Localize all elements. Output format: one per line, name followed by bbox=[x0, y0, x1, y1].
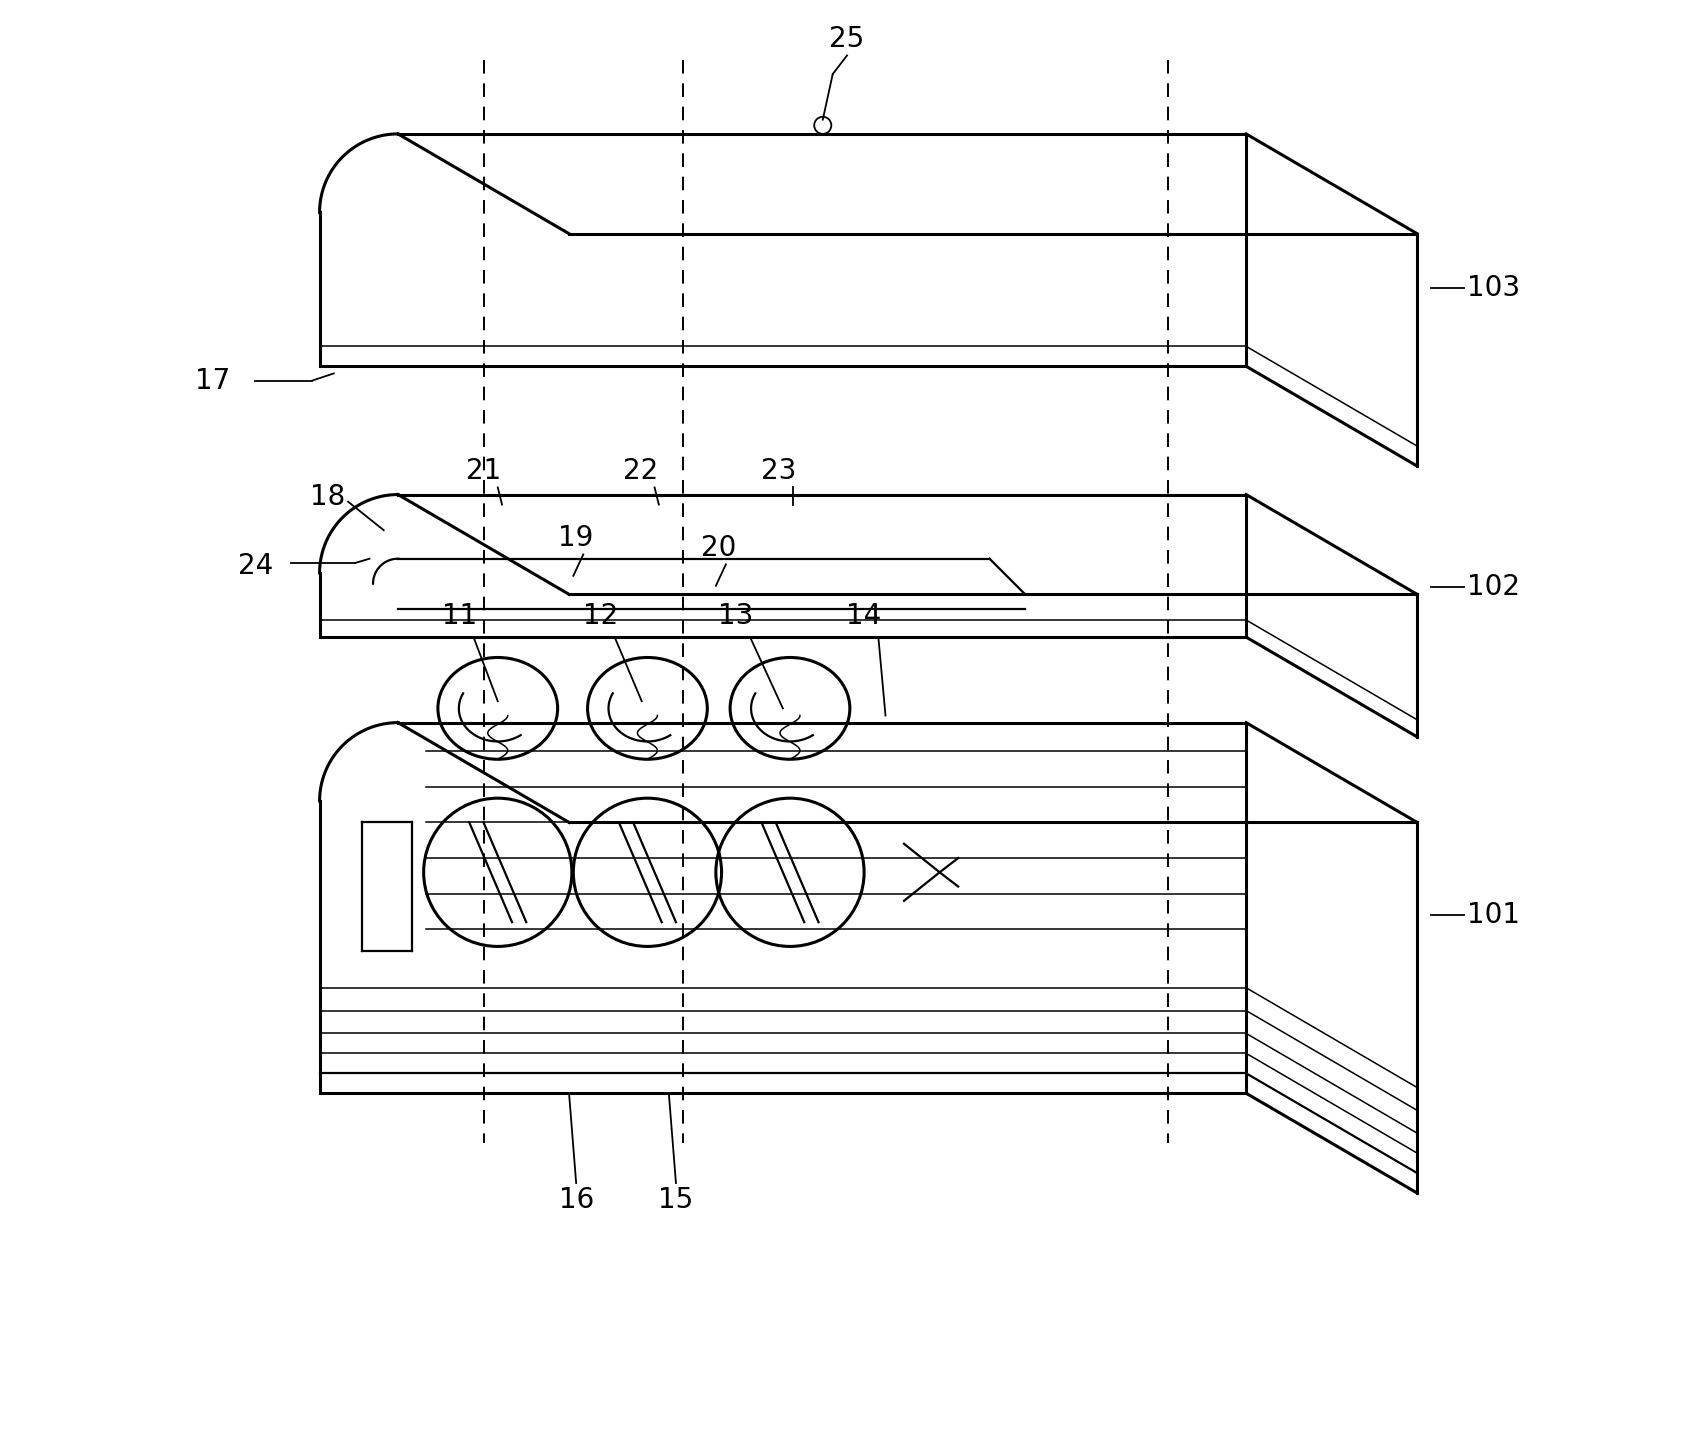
Text: 19: 19 bbox=[559, 524, 595, 551]
Text: 18: 18 bbox=[310, 484, 346, 511]
Text: 103: 103 bbox=[1467, 273, 1520, 302]
Text: 11: 11 bbox=[442, 602, 478, 630]
Text: 20: 20 bbox=[701, 534, 737, 561]
Text: 17: 17 bbox=[195, 366, 230, 395]
Text: 24: 24 bbox=[237, 552, 273, 580]
Text: 22: 22 bbox=[623, 456, 657, 485]
Text: 13: 13 bbox=[718, 602, 754, 630]
Text: 16: 16 bbox=[559, 1186, 595, 1213]
Text: 102: 102 bbox=[1467, 574, 1520, 601]
Text: 21: 21 bbox=[466, 456, 501, 485]
Text: 12: 12 bbox=[583, 602, 618, 630]
Text: 25: 25 bbox=[830, 24, 864, 53]
Text: 14: 14 bbox=[847, 602, 883, 630]
Text: 15: 15 bbox=[659, 1186, 693, 1213]
Text: 23: 23 bbox=[761, 456, 796, 485]
Text: 101: 101 bbox=[1467, 902, 1520, 929]
